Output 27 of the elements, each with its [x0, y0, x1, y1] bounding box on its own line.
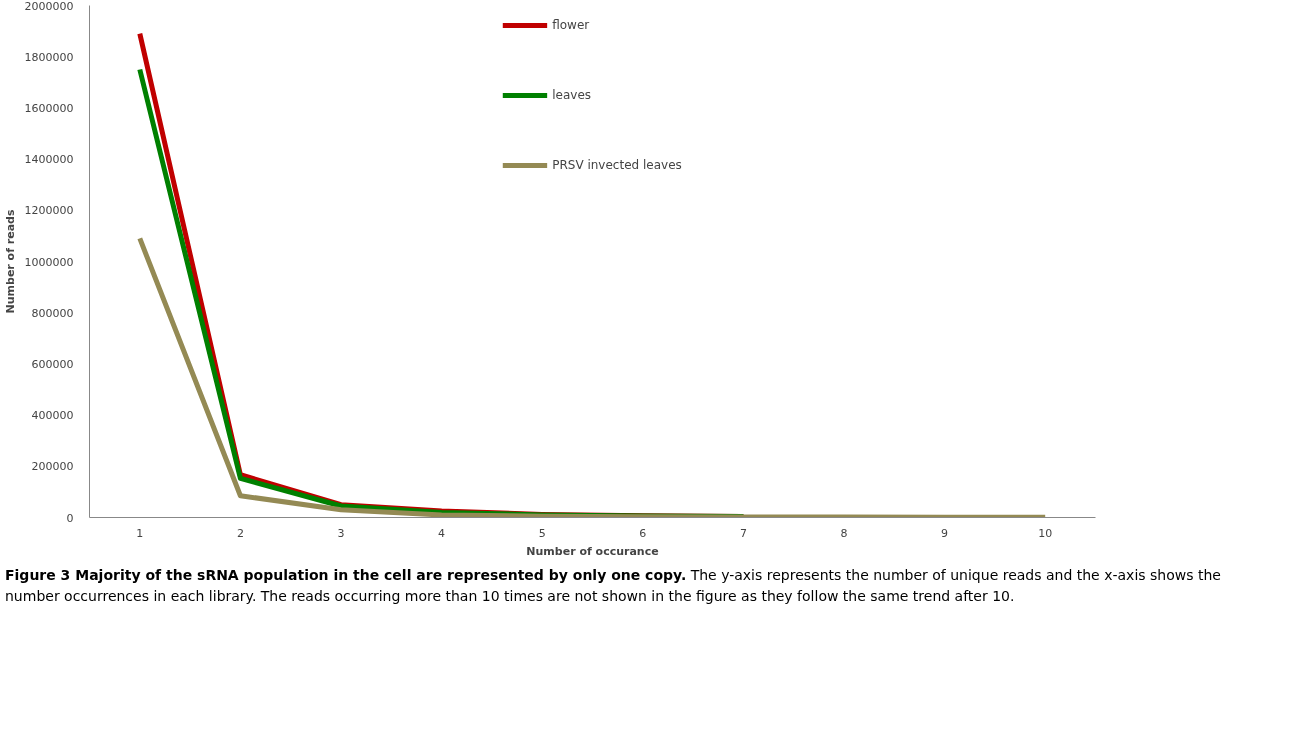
y-tick-label: 800000: [31, 306, 74, 320]
legend-label: PRSV invected leaves: [552, 158, 682, 172]
x-tick-label: 4: [438, 526, 446, 540]
legend-label: flower: [552, 18, 590, 32]
x-tick-label: 5: [538, 526, 546, 540]
legend-label: leaves: [552, 88, 592, 102]
x-tick-label: 1: [136, 526, 144, 540]
x-axis-title: Number of occurance: [526, 544, 659, 558]
y-tick-label: 0: [66, 511, 74, 525]
x-tick-label: 2: [236, 526, 244, 540]
x-tick-label: 8: [840, 526, 848, 540]
y-tick-label: 1200000: [24, 204, 74, 218]
y-axis-title: Number of reads: [3, 209, 17, 314]
x-tick-label: 9: [941, 526, 949, 540]
caption: Figure 3 Majority of the sRNA population in the cell are represented by only one copy.: [5, 567, 687, 583]
x-tick-label: 3: [337, 526, 345, 540]
y-tick-label: 400000: [31, 409, 74, 423]
y-tick-label: 1800000: [24, 50, 74, 64]
y-tick-label: 1600000: [24, 101, 74, 115]
y-tick-label: 1400000: [24, 153, 74, 167]
x-tick-label: 10: [1038, 526, 1053, 540]
y-tick-label: 2000000: [24, 0, 74, 13]
y-tick-label: 600000: [31, 357, 74, 371]
x-tick-label: 6: [639, 526, 647, 540]
y-tick-label: 200000: [31, 460, 74, 474]
x-tick-label: 7: [739, 526, 747, 540]
y-tick-label: 1000000: [24, 255, 74, 269]
